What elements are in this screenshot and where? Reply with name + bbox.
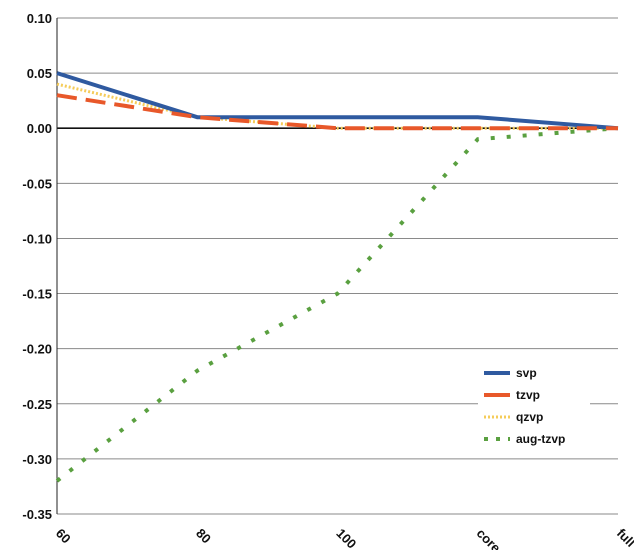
y-tick-label: -0.25 xyxy=(22,397,52,412)
y-tick-label: -0.10 xyxy=(22,231,52,246)
legend-label-tzvp: tzvp xyxy=(516,388,540,402)
legend-label-svp: svp xyxy=(516,366,537,380)
series-line-aug-tzvp xyxy=(55,126,619,483)
y-tick-label: -0.15 xyxy=(22,287,52,302)
y-tick-label: -0.05 xyxy=(22,176,52,191)
x-tick-label: 80 xyxy=(193,526,214,547)
x-tick-label: full xyxy=(614,526,634,550)
x-tick-label: 100 xyxy=(333,526,359,550)
y-tick-label: -0.35 xyxy=(22,507,52,522)
y-tick-labels: 0.10 0.05 0.00 -0.05 -0.10 -0.15 -0.20 -0.25 -0.… xyxy=(22,11,52,522)
y-tick-label: 0.10 xyxy=(27,11,52,26)
x-tick-labels: 60 80 100 core full xyxy=(53,526,634,550)
legend-label-qzvp: qzvp xyxy=(516,410,543,424)
legend-label-aug-tzvp: aug-tzvp xyxy=(516,432,565,446)
y-tick-label: 0.05 xyxy=(27,66,52,81)
series-line-tzvp xyxy=(56,93,618,131)
y-tick-label: 0.00 xyxy=(27,121,52,136)
y-tick-label: -0.30 xyxy=(22,452,52,467)
x-tick-label: core xyxy=(474,526,504,550)
series-line-svp xyxy=(56,71,619,131)
x-tick-label: 60 xyxy=(53,526,74,547)
legend: svp tzvp qzvp aug-tzvp xyxy=(478,358,590,450)
y-tick-label: -0.20 xyxy=(22,342,52,357)
series-line-qzvp xyxy=(56,82,618,130)
series-lines xyxy=(55,71,619,483)
